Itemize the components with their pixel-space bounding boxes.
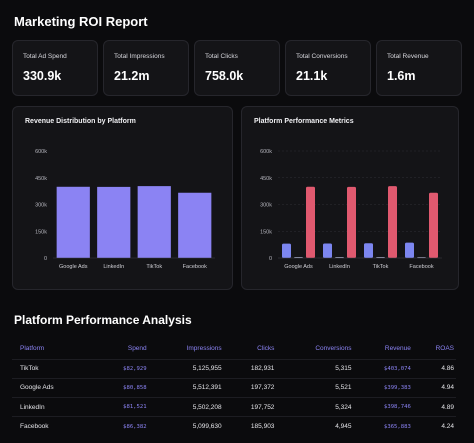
cell-spend: $82,929 [95, 358, 149, 379]
x-tick-label: Facebook [183, 264, 207, 270]
bar [137, 186, 171, 258]
cell-conversions: 5,315 [276, 358, 354, 379]
revenue-distribution-chart: 0 150k 300k 450k 600k Google Ads LinkedIn TikTo… [35, 149, 215, 270]
kpi-label: Total Ad Spend [23, 53, 67, 60]
kpi-card-ad-spend: Total Ad Spend 330.9k [12, 40, 98, 96]
bar [282, 243, 291, 258]
kpi-label: Total Revenue [387, 53, 429, 60]
y-tick-label: 0 [269, 256, 272, 262]
chart-title: Platform Performance Metrics [254, 118, 354, 125]
cell-revenue: $398,746 [353, 397, 413, 417]
cell-roas: 4.89 [412, 397, 456, 417]
kpi-value: 1.6m [387, 69, 416, 83]
column-header-spend[interactable]: Spend [127, 345, 147, 353]
cell-platform: Facebook [12, 416, 96, 437]
column-header-roas[interactable]: ROAS [435, 345, 454, 353]
column-header-clicks[interactable]: Clicks [257, 345, 275, 353]
x-tick-label: TikTok [146, 264, 162, 270]
cell-clicks: 182,931 [223, 358, 277, 379]
page-title: Marketing ROI Report [14, 14, 148, 29]
cell-conversions: 5,324 [276, 397, 354, 417]
bar [323, 243, 332, 258]
table-row: TikTok $82,929 5,125,955 182,931 5,315 $… [12, 358, 456, 379]
x-tick-label: LinkedIn [329, 264, 350, 270]
column-header-conversions[interactable]: Conversions [315, 345, 352, 353]
kpi-row: Total Ad Spend 330.9k Total Impressions … [12, 40, 462, 96]
y-tick-label: 150k [35, 229, 47, 235]
kpi-card-clicks: Total Clicks 758.0k [194, 40, 280, 96]
cell-roas: 4.94 [412, 377, 456, 398]
cell-revenue: $403,074 [353, 358, 413, 379]
cell-roas: 4.24 [412, 416, 456, 437]
chart-title: Revenue Distribution by Platform [25, 118, 136, 125]
cell-clicks: 185,903 [223, 416, 277, 437]
cell-impressions: 5,125,955 [148, 358, 224, 379]
cell-impressions: 5,502,208 [148, 397, 224, 417]
cell-spend: $86,382 [95, 416, 149, 437]
bar [429, 192, 438, 258]
cell-clicks: 197,752 [223, 397, 277, 417]
cell-platform: TikTok [12, 358, 96, 379]
bar [56, 186, 90, 258]
kpi-value: 330.9k [23, 69, 62, 83]
table-header-row: Platform Spend Impressions Clicks Conver… [12, 339, 456, 359]
cell-roas: 4.86 [412, 358, 456, 379]
kpi-label: Total Clicks [205, 53, 238, 60]
cell-revenue: $365,883 [353, 416, 413, 437]
y-tick-label: 600k [35, 149, 47, 155]
y-tick-label: 150k [260, 229, 272, 235]
cell-platform: LinkedIn [12, 397, 96, 417]
performance-chart-panel: Platform Performance Metrics 0 150k 300k 45… [241, 106, 459, 290]
bar [97, 186, 131, 258]
x-tick-label: LinkedIn [103, 264, 124, 270]
performance-table: Platform Spend Impressions Clicks Conver… [12, 339, 456, 437]
cell-spend: $80,858 [95, 377, 149, 398]
cell-conversions: 4,945 [276, 416, 354, 437]
x-tick-label: Facebook [409, 264, 433, 270]
bar [306, 186, 315, 258]
cell-impressions: 5,099,630 [148, 416, 224, 437]
y-tick-label: 300k [35, 203, 47, 209]
kpi-value: 758.0k [205, 69, 244, 83]
column-header-impressions[interactable]: Impressions [186, 345, 222, 353]
cell-revenue: $399,383 [353, 377, 413, 398]
column-header-platform[interactable]: Platform [20, 345, 45, 353]
cell-conversions: 5,521 [276, 377, 354, 398]
column-header-revenue[interactable]: Revenue [384, 345, 411, 353]
y-tick-label: 0 [44, 256, 47, 262]
x-tick-label: Google Ads [59, 264, 88, 270]
revenue-chart-panel: Revenue Distribution by Platform 0 150k 30… [12, 106, 233, 290]
bar [178, 192, 212, 258]
table-row: LinkedIn $81,521 5,502,208 197,752 5,324… [12, 397, 456, 417]
kpi-value: 21.2m [114, 69, 150, 83]
table-row: Google Ads $80,858 5,512,391 197,372 5,5… [12, 377, 456, 398]
performance-metrics-chart: 0 150k 300k 450k 600k Google Ads LinkedIn TikTo… [260, 149, 442, 270]
kpi-value: 21.1k [296, 69, 328, 83]
kpi-card-revenue: Total Revenue 1.6m [376, 40, 462, 96]
kpi-label: Total Conversions [296, 53, 348, 60]
section-title: Platform Performance Analysis [14, 313, 192, 327]
y-tick-label: 450k [260, 176, 272, 182]
bar [347, 186, 356, 258]
cell-impressions: 5,512,391 [148, 377, 224, 398]
bar [388, 186, 397, 258]
cell-platform: Google Ads [12, 377, 96, 398]
kpi-card-impressions: Total Impressions 21.2m [103, 40, 189, 96]
table-row: Facebook $86,382 5,099,630 185,903 4,945… [12, 416, 456, 437]
y-tick-label: 450k [35, 176, 47, 182]
y-tick-label: 300k [260, 203, 272, 209]
x-tick-label: TikTok [373, 264, 389, 270]
x-tick-label: Google Ads [284, 264, 313, 270]
bar [405, 242, 414, 258]
kpi-label: Total Impressions [114, 53, 165, 60]
kpi-card-conversions: Total Conversions 21.1k [285, 40, 371, 96]
bar [364, 243, 373, 258]
y-tick-label: 600k [260, 149, 272, 155]
cell-spend: $81,521 [95, 397, 149, 417]
cell-clicks: 197,372 [223, 377, 277, 398]
